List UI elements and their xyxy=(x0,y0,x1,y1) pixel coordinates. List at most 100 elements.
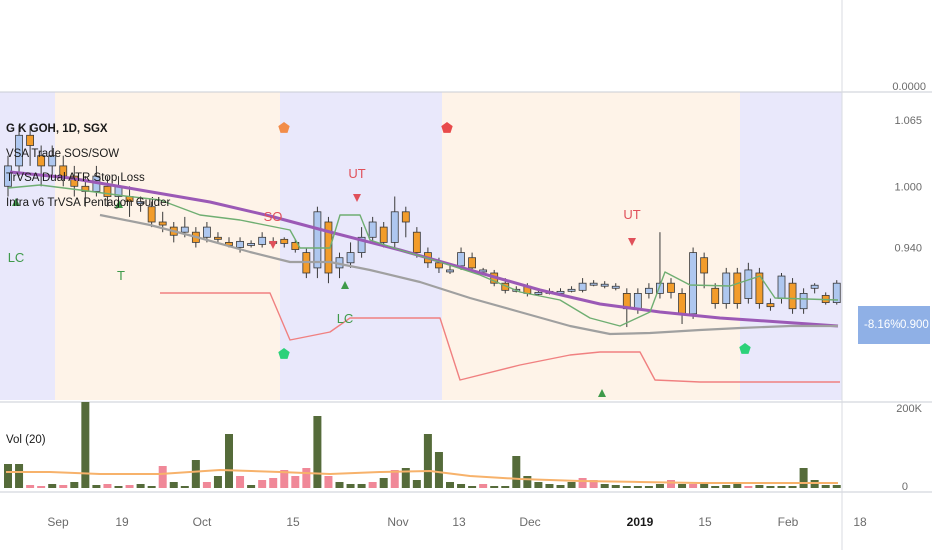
candle xyxy=(711,287,720,304)
sign-of-strength-arrow xyxy=(598,389,606,397)
volume-bar xyxy=(490,486,499,488)
volume-bar xyxy=(534,482,543,488)
sign-of-weakness-arrow xyxy=(269,241,277,249)
pentagon-signal-green xyxy=(739,343,751,354)
price-axis-tick: 1.065 xyxy=(894,115,922,127)
chart-legend: G K GOH, 1D, SGX VSA Trade SOS/SOW TrVSA… xyxy=(6,117,170,215)
candle xyxy=(755,272,764,305)
volume-bar xyxy=(213,476,222,488)
legend-indicator-sos-sow[interactable]: VSA Trade SOS/SOW xyxy=(6,147,120,160)
candle xyxy=(435,262,443,269)
volume-bar xyxy=(59,485,68,488)
volume-pane-label[interactable]: Vol (20) xyxy=(6,434,46,446)
volume-bar xyxy=(600,484,609,488)
volume-bar xyxy=(434,452,443,488)
volume-bar xyxy=(700,482,709,488)
session-band-4 xyxy=(740,92,842,400)
volume-bar xyxy=(202,482,211,488)
legend-indicator-atr-stop[interactable]: TrVSA Dual ATR Stop Loss xyxy=(6,172,145,184)
volume-bar xyxy=(37,486,46,488)
pentagon-signal-orange xyxy=(278,122,290,133)
volume-bar xyxy=(357,484,366,488)
volume-bar xyxy=(136,484,145,488)
volume-bar xyxy=(291,476,300,488)
candle xyxy=(4,165,12,187)
volume-bar xyxy=(70,482,79,488)
volume-bar xyxy=(302,468,311,488)
volume-bar xyxy=(766,486,775,488)
signal-lc-label: LC xyxy=(8,250,25,265)
volume-bar xyxy=(225,434,233,488)
volume-bar xyxy=(92,485,101,488)
candle xyxy=(446,269,454,273)
volume-bar xyxy=(832,485,841,488)
volume-bar xyxy=(556,485,565,488)
atr-stop-upper-line xyxy=(7,184,839,327)
price-change-pct: -8.16% xyxy=(864,319,901,331)
candle xyxy=(313,211,322,269)
candle xyxy=(202,226,211,238)
time-axis-tick: Sep xyxy=(47,515,69,529)
volume-bar xyxy=(247,485,256,488)
volume-bar xyxy=(48,484,57,488)
candle xyxy=(633,292,642,310)
candle xyxy=(534,291,543,295)
volume-axis-tick: 200K xyxy=(896,403,922,415)
volume-bar xyxy=(678,484,687,488)
volume-bar xyxy=(644,486,653,488)
candle xyxy=(390,211,399,243)
pentagon-signal-red xyxy=(441,122,453,133)
moving-average-line xyxy=(99,213,838,336)
signal-t-label: T xyxy=(117,268,125,283)
candle xyxy=(733,272,742,305)
volume-bar xyxy=(821,485,830,488)
time-axis-tick: 13 xyxy=(452,515,466,529)
volume-bar xyxy=(103,484,112,488)
time-axis-tick: 2019 xyxy=(627,515,654,529)
volume-bar xyxy=(744,486,753,488)
last-price: 0.900 xyxy=(900,319,929,331)
volume-bar xyxy=(236,476,245,488)
volume-bar xyxy=(799,468,808,488)
candle xyxy=(103,185,112,197)
candle xyxy=(479,269,488,273)
candle xyxy=(26,134,35,146)
volume-bar xyxy=(667,480,675,488)
candle xyxy=(799,292,808,310)
volume-bar xyxy=(169,482,178,488)
candle xyxy=(346,252,355,264)
volume-bar xyxy=(523,476,532,488)
volume-bar xyxy=(567,482,576,488)
legend-symbol[interactable]: G K GOH, 1D, SGX xyxy=(6,123,108,135)
legend-indicator-pentagon[interactable]: Intra v6 TrVSA Pentagon Guider xyxy=(6,196,171,209)
candle xyxy=(700,257,709,274)
candle xyxy=(48,155,57,167)
volume-bar xyxy=(457,484,466,488)
session-band-3 xyxy=(442,92,740,400)
volume-bar xyxy=(15,464,24,488)
last-price-badge: -8.16% 0.900 xyxy=(858,306,930,344)
volume-bar xyxy=(313,416,322,488)
volume-bar xyxy=(335,482,344,488)
volume-bar xyxy=(412,480,421,488)
candle xyxy=(158,221,167,226)
volume-bar xyxy=(689,484,698,488)
candle xyxy=(667,282,675,293)
candle xyxy=(357,236,366,254)
volume-bar xyxy=(280,470,289,488)
time-axis-tick: Feb xyxy=(778,515,799,529)
candle xyxy=(810,284,819,289)
candle xyxy=(567,288,576,292)
candle xyxy=(236,240,244,248)
sign-of-strength-arrow xyxy=(115,200,123,208)
pentagon-signal-green xyxy=(278,348,290,359)
time-axis-tick: Oct xyxy=(193,515,212,529)
volume-bar xyxy=(423,434,432,488)
candle xyxy=(645,287,653,294)
candle xyxy=(280,238,289,244)
volume-bar xyxy=(733,484,742,488)
volume-bar xyxy=(269,478,278,488)
volume-bar xyxy=(81,402,90,488)
signal-so-label: SO xyxy=(264,209,283,224)
